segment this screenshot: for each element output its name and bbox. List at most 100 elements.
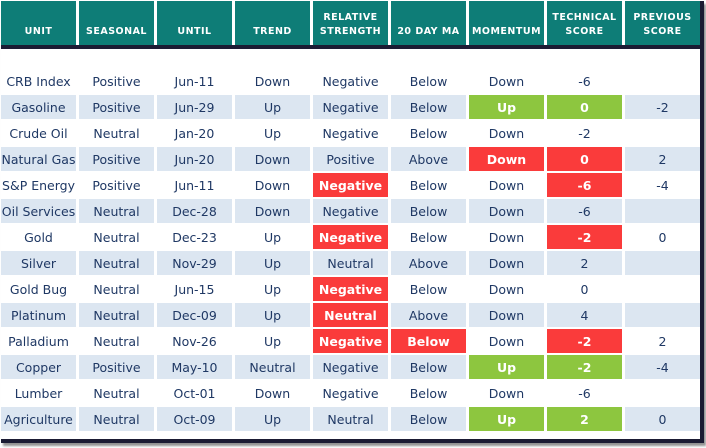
cell-technical-score: -2 xyxy=(547,225,622,249)
cell-trend: Down xyxy=(235,69,310,93)
cell-ma-20day: Below xyxy=(391,121,466,145)
cell-unit: S&P Energy xyxy=(1,173,76,197)
cell-technical-score: 2 xyxy=(547,407,622,431)
cell-seasonal: Neutral xyxy=(79,199,154,223)
cell-until: Jun-11 xyxy=(157,69,232,93)
cell-seasonal: Neutral xyxy=(79,277,154,301)
cell-previous-score: -2 xyxy=(625,95,700,119)
cell-until: Nov-29 xyxy=(157,251,232,275)
cell-momentum: Down xyxy=(469,329,544,353)
column-header-seasonal: SEASONAL xyxy=(79,1,154,45)
cell-technical-score: 2 xyxy=(547,251,622,275)
cell-momentum: Up xyxy=(469,355,544,379)
cell-previous-score xyxy=(625,303,700,327)
cell-unit: Natural Gas xyxy=(1,147,76,171)
cell-until: Dec-23 xyxy=(157,225,232,249)
table-row: Gold Bug Neutral Jun-15 Up Negative Below Down… xyxy=(1,277,700,301)
cell-unit: Gasoline xyxy=(1,95,76,119)
cell-until: Oct-09 xyxy=(157,407,232,431)
cell-technical-score: 0 xyxy=(547,277,622,301)
cell-until: Jun-29 xyxy=(157,95,232,119)
cell-ma-20day: Below xyxy=(391,381,466,405)
cell-seasonal: Positive xyxy=(79,147,154,171)
cell-seasonal: Positive xyxy=(79,355,154,379)
cell-seasonal: Positive xyxy=(79,95,154,119)
cell-momentum: Down xyxy=(469,199,544,223)
cell-momentum: Down xyxy=(469,381,544,405)
column-header-relative-strength: RELATIVE STRENGTH xyxy=(313,1,388,45)
cell-momentum: Down xyxy=(469,277,544,301)
cell-momentum: Down xyxy=(469,303,544,327)
table-row: Platinum Neutral Dec-09 Up Neutral Above Down 4 xyxy=(1,303,700,327)
cell-until: May-10 xyxy=(157,355,232,379)
cell-trend: Down xyxy=(235,381,310,405)
table-row: Agriculture Neutral Oct-09 Up Neutral Below Up… xyxy=(1,407,700,431)
cell-seasonal: Neutral xyxy=(79,303,154,327)
cell-previous-score: 0 xyxy=(625,225,700,249)
cell-until: Dec-09 xyxy=(157,303,232,327)
cell-trend: Up xyxy=(235,225,310,249)
cell-previous-score xyxy=(625,381,700,405)
cell-until: Jun-20 xyxy=(157,147,232,171)
cell-trend: Up xyxy=(235,407,310,431)
cell-ma-20day: Above xyxy=(391,147,466,171)
cell-unit: CRB Index xyxy=(1,69,76,93)
cell-ma-20day: Below xyxy=(391,355,466,379)
column-header-trend: TREND xyxy=(235,1,310,45)
cell-ma-20day: Below xyxy=(391,199,466,223)
cell-ma-20day: Above xyxy=(391,303,466,327)
table-row: Natural Gas Positive Jun-20 Down Positive Abo… xyxy=(1,147,700,171)
cell-until: Nov-26 xyxy=(157,329,232,353)
cell-ma-20day: Below xyxy=(391,225,466,249)
cell-seasonal: Neutral xyxy=(79,407,154,431)
header-divider xyxy=(1,45,700,49)
cell-ma-20day: Below xyxy=(391,95,466,119)
cell-ma-20day: Below xyxy=(391,277,466,301)
cell-ma-20day: Below xyxy=(391,69,466,93)
table-row: Gold Neutral Dec-23 Up Negative Below Down -2 0 xyxy=(1,225,700,249)
column-header-ma-20day: 20 DAY MA xyxy=(391,1,466,45)
cell-ma-20day: Above xyxy=(391,251,466,275)
cell-technical-score: -6 xyxy=(547,69,622,93)
cell-unit: Gold xyxy=(1,225,76,249)
cell-ma-20day: Below xyxy=(391,329,466,353)
cell-relative-strength: Negative xyxy=(313,277,388,301)
cell-technical-score: -6 xyxy=(547,173,622,197)
cell-until: Jan-20 xyxy=(157,121,232,145)
cell-until: Jun-11 xyxy=(157,173,232,197)
cell-previous-score xyxy=(625,277,700,301)
cell-technical-score: -2 xyxy=(547,121,622,145)
cell-relative-strength: Neutral xyxy=(313,303,388,327)
cell-until: Jun-15 xyxy=(157,277,232,301)
cell-relative-strength: Negative xyxy=(313,121,388,145)
cell-seasonal: Positive xyxy=(79,69,154,93)
cell-technical-score: -6 xyxy=(547,381,622,405)
cell-unit: Agriculture xyxy=(1,407,76,431)
cell-trend: Up xyxy=(235,277,310,301)
cell-technical-score: -2 xyxy=(547,355,622,379)
column-header-technical-score: TECHNICAL SCORE xyxy=(547,1,622,45)
cell-relative-strength: Negative xyxy=(313,225,388,249)
cell-technical-score: 4 xyxy=(547,303,622,327)
cell-trend: Down xyxy=(235,147,310,171)
cell-trend: Up xyxy=(235,95,310,119)
cell-momentum: Down xyxy=(469,121,544,145)
table-row: Palladium Neutral Nov-26 Up Negative Below Dow… xyxy=(1,329,700,353)
cell-relative-strength: Neutral xyxy=(313,407,388,431)
table-body: CRB Index Positive Jun-11 Down Negative Below… xyxy=(1,69,700,439)
cell-previous-score xyxy=(625,121,700,145)
table-row: CRB Index Positive Jun-11 Down Negative Below… xyxy=(1,69,700,93)
cell-relative-strength: Negative xyxy=(313,329,388,353)
column-header-momentum: MOMENTUM xyxy=(469,1,544,45)
cell-previous-score: -4 xyxy=(625,355,700,379)
cell-seasonal: Neutral xyxy=(79,251,154,275)
cell-unit: Platinum xyxy=(1,303,76,327)
column-header-until: UNTIL xyxy=(157,1,232,45)
cell-trend: Neutral xyxy=(235,355,310,379)
cell-trend: Up xyxy=(235,329,310,353)
cell-momentum: Down xyxy=(469,251,544,275)
cell-momentum: Down xyxy=(469,225,544,249)
table-row: S&P Energy Positive Jun-11 Down Negative Belo… xyxy=(1,173,700,197)
